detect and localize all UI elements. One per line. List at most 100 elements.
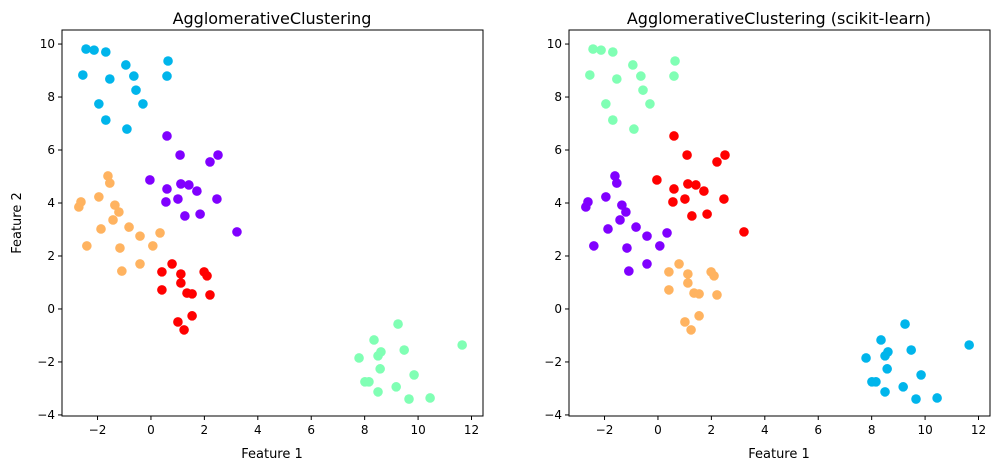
data-point bbox=[96, 224, 106, 234]
data-point bbox=[642, 259, 652, 269]
data-point bbox=[720, 150, 730, 160]
data-point bbox=[589, 241, 599, 251]
data-point bbox=[664, 285, 674, 295]
y-tick-label: 0 bbox=[554, 302, 562, 316]
data-point bbox=[187, 311, 197, 321]
data-point bbox=[670, 56, 680, 66]
data-point bbox=[184, 180, 194, 190]
data-point bbox=[669, 131, 679, 141]
left-y-axis-label: Feature 2 bbox=[10, 192, 25, 254]
data-point bbox=[122, 124, 132, 134]
data-point bbox=[588, 44, 598, 54]
data-point bbox=[162, 71, 172, 81]
x-tick-label: 6 bbox=[307, 423, 315, 437]
data-point bbox=[686, 325, 696, 335]
data-point bbox=[105, 74, 115, 84]
data-point bbox=[691, 180, 701, 190]
x-tick-label: 12 bbox=[971, 423, 986, 437]
data-point bbox=[664, 267, 674, 277]
data-point bbox=[629, 124, 639, 134]
x-tick-label: 0 bbox=[654, 423, 662, 437]
y-tick-label: 4 bbox=[554, 196, 562, 210]
right-plot-title: AgglomerativeClustering (scikit-learn) bbox=[627, 9, 931, 28]
data-point bbox=[163, 56, 173, 66]
data-point bbox=[205, 157, 215, 167]
data-point bbox=[81, 44, 91, 54]
x-tick-label: 8 bbox=[361, 423, 369, 437]
data-point bbox=[699, 186, 709, 196]
y-tick-label: −2 bbox=[544, 355, 562, 369]
data-point bbox=[712, 290, 722, 300]
data-point bbox=[622, 243, 632, 253]
data-point bbox=[645, 99, 655, 109]
data-point bbox=[871, 377, 881, 387]
left-x-axis-label: Feature 1 bbox=[241, 447, 303, 462]
data-point bbox=[404, 394, 414, 404]
data-point bbox=[581, 202, 591, 212]
data-point bbox=[94, 99, 104, 109]
data-point bbox=[719, 194, 729, 204]
y-tick-label: 8 bbox=[554, 90, 562, 104]
data-point bbox=[105, 178, 115, 188]
data-point bbox=[192, 186, 202, 196]
data-point bbox=[155, 228, 165, 238]
data-point bbox=[669, 184, 679, 194]
data-point bbox=[167, 259, 177, 269]
data-point bbox=[173, 317, 183, 327]
data-point bbox=[162, 184, 172, 194]
data-point bbox=[157, 285, 167, 295]
x-tick-label: 2 bbox=[201, 423, 209, 437]
data-point bbox=[162, 131, 172, 141]
data-point bbox=[669, 71, 679, 81]
data-point bbox=[674, 259, 684, 269]
data-point bbox=[399, 345, 409, 355]
x-tick-label: −2 bbox=[596, 423, 614, 437]
data-point bbox=[608, 115, 618, 125]
data-point bbox=[882, 364, 892, 374]
data-point bbox=[180, 211, 190, 221]
data-point bbox=[364, 377, 374, 387]
data-point bbox=[148, 241, 158, 251]
data-point bbox=[680, 317, 690, 327]
x-tick-label: 10 bbox=[917, 423, 932, 437]
right-x-axis-label: Feature 1 bbox=[748, 447, 810, 462]
data-point bbox=[195, 209, 205, 219]
data-point bbox=[932, 393, 942, 403]
right-scatter-plot: AgglomerativeClustering (scikit-learn) F… bbox=[544, 9, 991, 462]
data-point bbox=[628, 60, 638, 70]
data-point bbox=[612, 178, 622, 188]
data-point bbox=[880, 351, 890, 361]
data-point bbox=[205, 290, 215, 300]
data-point bbox=[662, 228, 672, 238]
data-point bbox=[89, 45, 99, 55]
data-point bbox=[642, 231, 652, 241]
data-point bbox=[124, 222, 134, 232]
data-point bbox=[615, 215, 625, 225]
data-point bbox=[135, 259, 145, 269]
data-point bbox=[176, 278, 186, 288]
data-point bbox=[624, 266, 634, 276]
data-point bbox=[108, 215, 118, 225]
data-point bbox=[687, 211, 697, 221]
data-point bbox=[683, 269, 693, 279]
data-point bbox=[145, 175, 155, 185]
data-point bbox=[101, 115, 111, 125]
y-tick-label: −4 bbox=[37, 408, 55, 422]
y-tick-label: 0 bbox=[47, 302, 55, 316]
data-point bbox=[709, 271, 719, 281]
data-point bbox=[906, 345, 916, 355]
data-point bbox=[880, 387, 890, 397]
x-tick-label: 10 bbox=[410, 423, 425, 437]
data-point bbox=[117, 266, 127, 276]
data-point bbox=[213, 150, 223, 160]
data-point bbox=[121, 60, 131, 70]
y-tick-label: −2 bbox=[37, 355, 55, 369]
data-point bbox=[115, 243, 125, 253]
data-point bbox=[585, 70, 595, 80]
data-point bbox=[129, 71, 139, 81]
data-point bbox=[655, 241, 665, 251]
x-tick-label: 4 bbox=[761, 423, 769, 437]
data-point bbox=[187, 289, 197, 299]
data-point bbox=[702, 209, 712, 219]
data-point bbox=[135, 231, 145, 241]
